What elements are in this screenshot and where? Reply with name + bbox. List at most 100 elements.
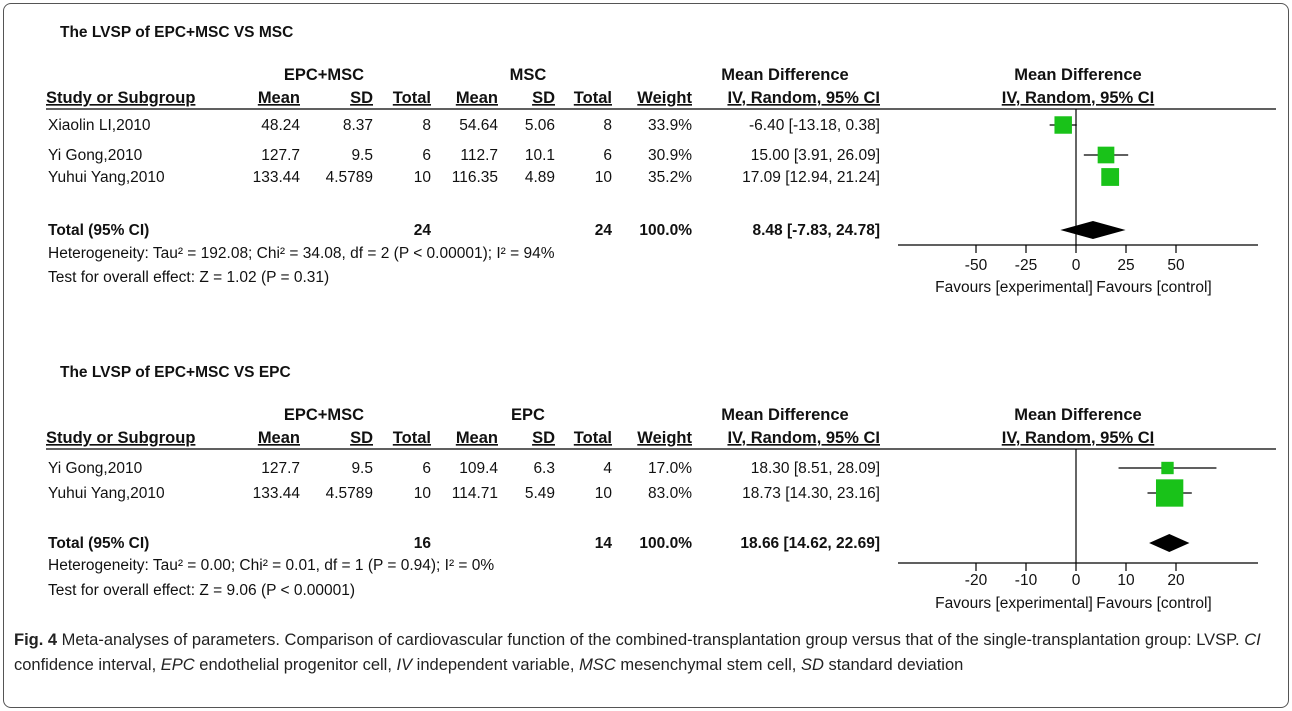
group1-header: EPC+MSC (284, 406, 364, 424)
study-ci: 15.00 [3.91, 26.09] (751, 147, 880, 164)
x-tick-label: 20 (1167, 572, 1185, 589)
col-header-study: Study or Subgroup (46, 429, 195, 447)
favours-left-label: Favours [experimental] (935, 595, 1093, 612)
group2-header: EPC (511, 406, 545, 424)
total-label: Total (95% CI) (48, 222, 149, 239)
col-header-mean2: Mean (456, 89, 498, 107)
col-header-total1: Total (393, 429, 431, 447)
study-name: Yuhui Yang,2010 (48, 485, 165, 502)
caption-def-ci: confidence interval, (14, 656, 161, 674)
study-mean1: 48.24 (261, 117, 300, 134)
study-ci: -6.40 [-13.18, 0.38] (749, 117, 880, 134)
study-effect-marker (1101, 168, 1120, 186)
caption-text: Meta-analyses of parameters. Comparison … (57, 631, 1245, 649)
forest-plot-2: The LVSP of EPC+MSC VS EPC EPC+MSC EPC Mean… (46, 364, 1276, 612)
col-header-ci: IV, Random, 95% CI (727, 89, 880, 107)
pooled-effect-diamond (1149, 534, 1190, 552)
figure-frame (3, 3, 1289, 708)
study-mean1: 127.7 (261, 460, 300, 477)
study-mean1: 133.44 (253, 169, 301, 186)
total-ci: 8.48 [-7.83, 24.78] (752, 222, 880, 239)
study-sd1: 8.37 (343, 117, 373, 134)
pooled-effect-diamond (1060, 221, 1126, 239)
total-n1: 16 (414, 535, 432, 552)
heterogeneity-text: Heterogeneity: Tau² = 0.00; Chi² = 0.01,… (48, 557, 494, 574)
col-header-mean1: Mean (258, 429, 300, 447)
study-sd1: 9.5 (351, 147, 373, 164)
study-sd1: 4.5789 (326, 169, 373, 186)
x-tick-label: 0 (1072, 572, 1081, 589)
plot-effect-header: Mean Difference (1014, 66, 1141, 84)
study-total2: 10 (595, 485, 613, 502)
caption-abbr-ci: CI (1244, 631, 1261, 649)
study-name: Yuhui Yang,2010 (48, 169, 165, 186)
col-header-sd1: SD (350, 89, 373, 107)
x-tick-label: 25 (1117, 257, 1134, 274)
x-tick-label: 50 (1167, 257, 1185, 274)
study-total1: 10 (414, 169, 432, 186)
figure-caption: Fig. 4 Meta-analyses of parameters. Comp… (14, 628, 1279, 678)
group2-header: MSC (510, 66, 547, 84)
group1-header: EPC+MSC (284, 66, 364, 84)
study-total1: 8 (422, 117, 431, 134)
plot-title: The LVSP of EPC+MSC VS EPC (60, 364, 291, 381)
col-header-total2: Total (574, 89, 612, 107)
total-ci: 18.66 [14.62, 22.69] (740, 535, 880, 552)
overall-effect-text: Test for overall effect: Z = 9.06 (P < 0… (48, 582, 355, 599)
x-tick-label: 0 (1072, 257, 1081, 274)
caption-def-iv: independent variable, (412, 656, 580, 674)
total-weight: 100.0% (639, 222, 692, 239)
study-mean1: 133.44 (253, 485, 301, 502)
caption-abbr-iv: IV (396, 656, 413, 674)
favours-right-label: Favours [control] (1096, 279, 1211, 296)
col-header-mean2: Mean (456, 429, 498, 447)
effect-header: Mean Difference (721, 66, 848, 84)
study-effect-marker (1155, 479, 1184, 507)
study-sd1: 9.5 (351, 460, 373, 477)
col-header-plot: IV, Random, 95% CI (1002, 429, 1155, 447)
col-header-study: Study or Subgroup (46, 89, 195, 107)
study-name: Yi Gong,2010 (48, 147, 143, 164)
col-header-plot: IV, Random, 95% CI (1002, 89, 1155, 107)
caption-def-sd: standard deviation (823, 656, 964, 674)
col-header-total1: Total (393, 89, 431, 107)
study-sd2: 10.1 (525, 147, 555, 164)
study-total2: 6 (603, 147, 612, 164)
study-effect-marker (1161, 461, 1174, 475)
heterogeneity-text: Heterogeneity: Tau² = 192.08; Chi² = 34.… (48, 245, 555, 262)
study-weight: 17.0% (648, 460, 692, 477)
favours-right-label: Favours [control] (1096, 595, 1211, 612)
study-total1: 6 (422, 460, 431, 477)
study-weight: 30.9% (648, 147, 692, 164)
x-tick-label: -50 (965, 257, 988, 274)
study-effect-marker (1054, 116, 1072, 134)
x-tick-label: -10 (1015, 572, 1038, 589)
study-ci: 18.73 [14.30, 23.16] (742, 485, 880, 502)
study-mean2: 114.71 (452, 485, 498, 502)
col-header-total2: Total (574, 429, 612, 447)
col-header-ci: IV, Random, 95% CI (727, 429, 880, 447)
study-effect-marker (1097, 146, 1115, 164)
col-header-sd2: SD (532, 429, 555, 447)
favours-left-label: Favours [experimental] (935, 279, 1093, 296)
x-tick-label: -20 (965, 572, 988, 589)
caption-def-msc: mesenchymal stem cell, (615, 656, 801, 674)
study-sd2: 6.3 (533, 460, 555, 477)
study-ci: 18.30 [8.51, 28.09] (751, 460, 880, 477)
study-weight: 83.0% (648, 485, 692, 502)
study-total1: 10 (414, 485, 432, 502)
x-tick-label: 10 (1117, 572, 1135, 589)
caption-abbr-sd: SD (800, 656, 824, 674)
study-mean1: 127.7 (261, 147, 300, 164)
effect-header: Mean Difference (721, 406, 848, 424)
caption-abbr-msc: MSC (579, 656, 616, 674)
overall-effect-text: Test for overall effect: Z = 1.02 (P = 0… (48, 269, 329, 286)
study-sd1: 4.5789 (326, 485, 373, 502)
study-total2: 10 (595, 169, 613, 186)
study-name: Yi Gong,2010 (48, 460, 143, 477)
study-weight: 35.2% (648, 169, 692, 186)
caption-def-epc: endothelial progenitor cell, (194, 656, 397, 674)
col-header-sd1: SD (350, 429, 373, 447)
total-n2: 24 (595, 222, 613, 239)
x-tick-label: -25 (1015, 257, 1037, 274)
